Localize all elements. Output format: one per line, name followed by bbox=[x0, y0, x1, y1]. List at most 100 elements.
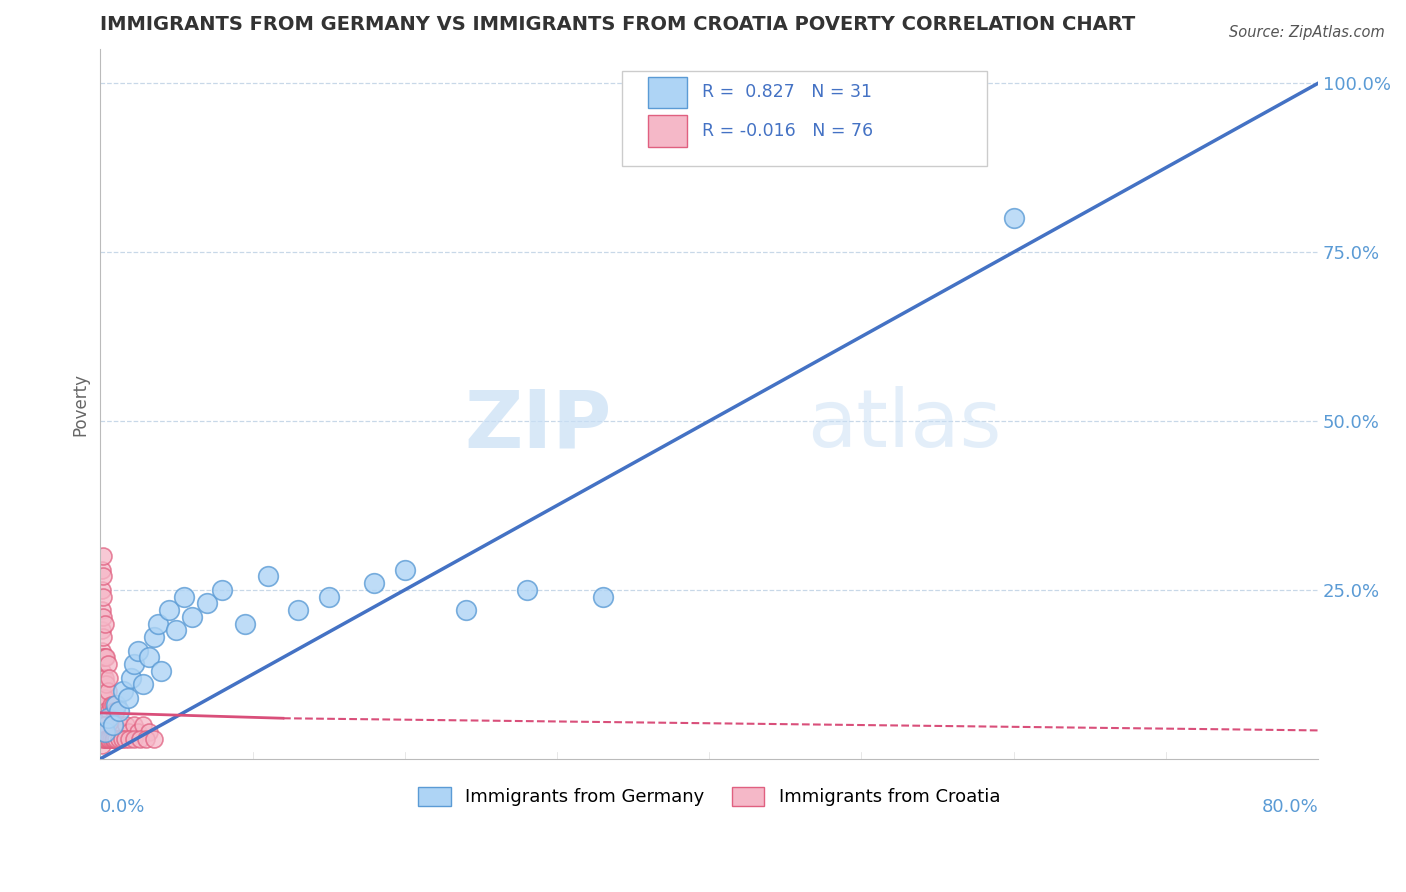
Point bbox=[104, 698, 127, 712]
Point bbox=[90, 705, 112, 719]
Point bbox=[98, 724, 121, 739]
Point bbox=[90, 582, 112, 597]
Point bbox=[132, 718, 155, 732]
Point bbox=[97, 731, 120, 746]
Point bbox=[100, 698, 122, 712]
Point bbox=[90, 624, 112, 638]
Point bbox=[96, 650, 118, 665]
Point bbox=[100, 731, 122, 746]
Point bbox=[93, 724, 115, 739]
Point bbox=[90, 739, 112, 753]
Point bbox=[138, 724, 160, 739]
Legend: Immigrants from Germany, Immigrants from Croatia: Immigrants from Germany, Immigrants from… bbox=[411, 780, 1007, 814]
Point bbox=[93, 731, 115, 746]
Point bbox=[142, 630, 165, 644]
Point bbox=[90, 731, 112, 746]
Point bbox=[104, 705, 127, 719]
Point bbox=[94, 718, 117, 732]
Text: Source: ZipAtlas.com: Source: ZipAtlas.com bbox=[1229, 25, 1385, 40]
Point bbox=[107, 724, 129, 739]
Point bbox=[90, 563, 112, 577]
Point bbox=[94, 690, 117, 705]
Point bbox=[105, 724, 128, 739]
Point bbox=[98, 705, 121, 719]
Point bbox=[180, 610, 202, 624]
Point bbox=[108, 718, 131, 732]
Point bbox=[97, 731, 120, 746]
Point bbox=[103, 731, 125, 746]
Point bbox=[166, 624, 188, 638]
Point bbox=[157, 603, 180, 617]
Point bbox=[127, 643, 149, 657]
Point bbox=[127, 724, 149, 739]
Point bbox=[93, 718, 115, 732]
Point bbox=[112, 684, 135, 698]
Point bbox=[90, 603, 112, 617]
Point bbox=[132, 677, 155, 691]
Point bbox=[122, 657, 145, 672]
Point bbox=[114, 731, 136, 746]
Point bbox=[233, 616, 256, 631]
Point bbox=[394, 563, 416, 577]
Point bbox=[363, 576, 385, 591]
Point bbox=[103, 705, 125, 719]
Point bbox=[97, 711, 120, 725]
Text: 80.0%: 80.0% bbox=[1261, 797, 1319, 816]
Point bbox=[101, 724, 124, 739]
Point bbox=[516, 582, 538, 597]
Point bbox=[96, 731, 118, 746]
Point bbox=[454, 603, 477, 617]
Point bbox=[98, 731, 121, 746]
Point bbox=[98, 671, 121, 685]
Point bbox=[104, 731, 127, 746]
Point bbox=[195, 596, 218, 610]
Point bbox=[135, 731, 157, 746]
Point bbox=[93, 569, 115, 583]
Point bbox=[90, 684, 112, 698]
Point bbox=[101, 698, 124, 712]
Point bbox=[93, 630, 115, 644]
Point bbox=[318, 590, 340, 604]
Point bbox=[107, 731, 129, 746]
Point bbox=[90, 724, 112, 739]
Point bbox=[90, 664, 112, 678]
Point bbox=[211, 582, 233, 597]
Point bbox=[93, 711, 115, 725]
Point bbox=[93, 610, 115, 624]
Point bbox=[122, 731, 145, 746]
Point bbox=[96, 677, 118, 691]
Point bbox=[107, 705, 129, 719]
Point bbox=[93, 650, 115, 665]
Point bbox=[117, 690, 139, 705]
Point bbox=[256, 569, 278, 583]
Point bbox=[94, 650, 117, 665]
Point bbox=[94, 731, 117, 746]
Point bbox=[100, 724, 122, 739]
Point bbox=[96, 705, 118, 719]
Point bbox=[129, 731, 152, 746]
Point bbox=[90, 643, 112, 657]
Point bbox=[97, 711, 120, 725]
Point bbox=[94, 711, 117, 725]
Point bbox=[94, 724, 117, 739]
Point bbox=[94, 671, 117, 685]
Point bbox=[93, 549, 115, 563]
Point bbox=[97, 684, 120, 698]
Point bbox=[142, 731, 165, 746]
Text: IMMIGRANTS FROM GERMANY VS IMMIGRANTS FROM CROATIA POVERTY CORRELATION CHART: IMMIGRANTS FROM GERMANY VS IMMIGRANTS FR… bbox=[100, 15, 1136, 34]
Point bbox=[93, 690, 115, 705]
Point bbox=[93, 671, 115, 685]
Point bbox=[97, 657, 120, 672]
Point bbox=[150, 664, 173, 678]
Text: R = -0.016   N = 76: R = -0.016 N = 76 bbox=[702, 121, 873, 140]
Point bbox=[118, 731, 141, 746]
Point bbox=[122, 718, 145, 732]
FancyBboxPatch shape bbox=[621, 70, 987, 167]
Point bbox=[173, 590, 195, 604]
Point bbox=[118, 724, 141, 739]
Point bbox=[94, 731, 117, 746]
Point bbox=[120, 671, 142, 685]
Point bbox=[1002, 211, 1025, 226]
Point bbox=[96, 724, 118, 739]
Point bbox=[287, 603, 309, 617]
